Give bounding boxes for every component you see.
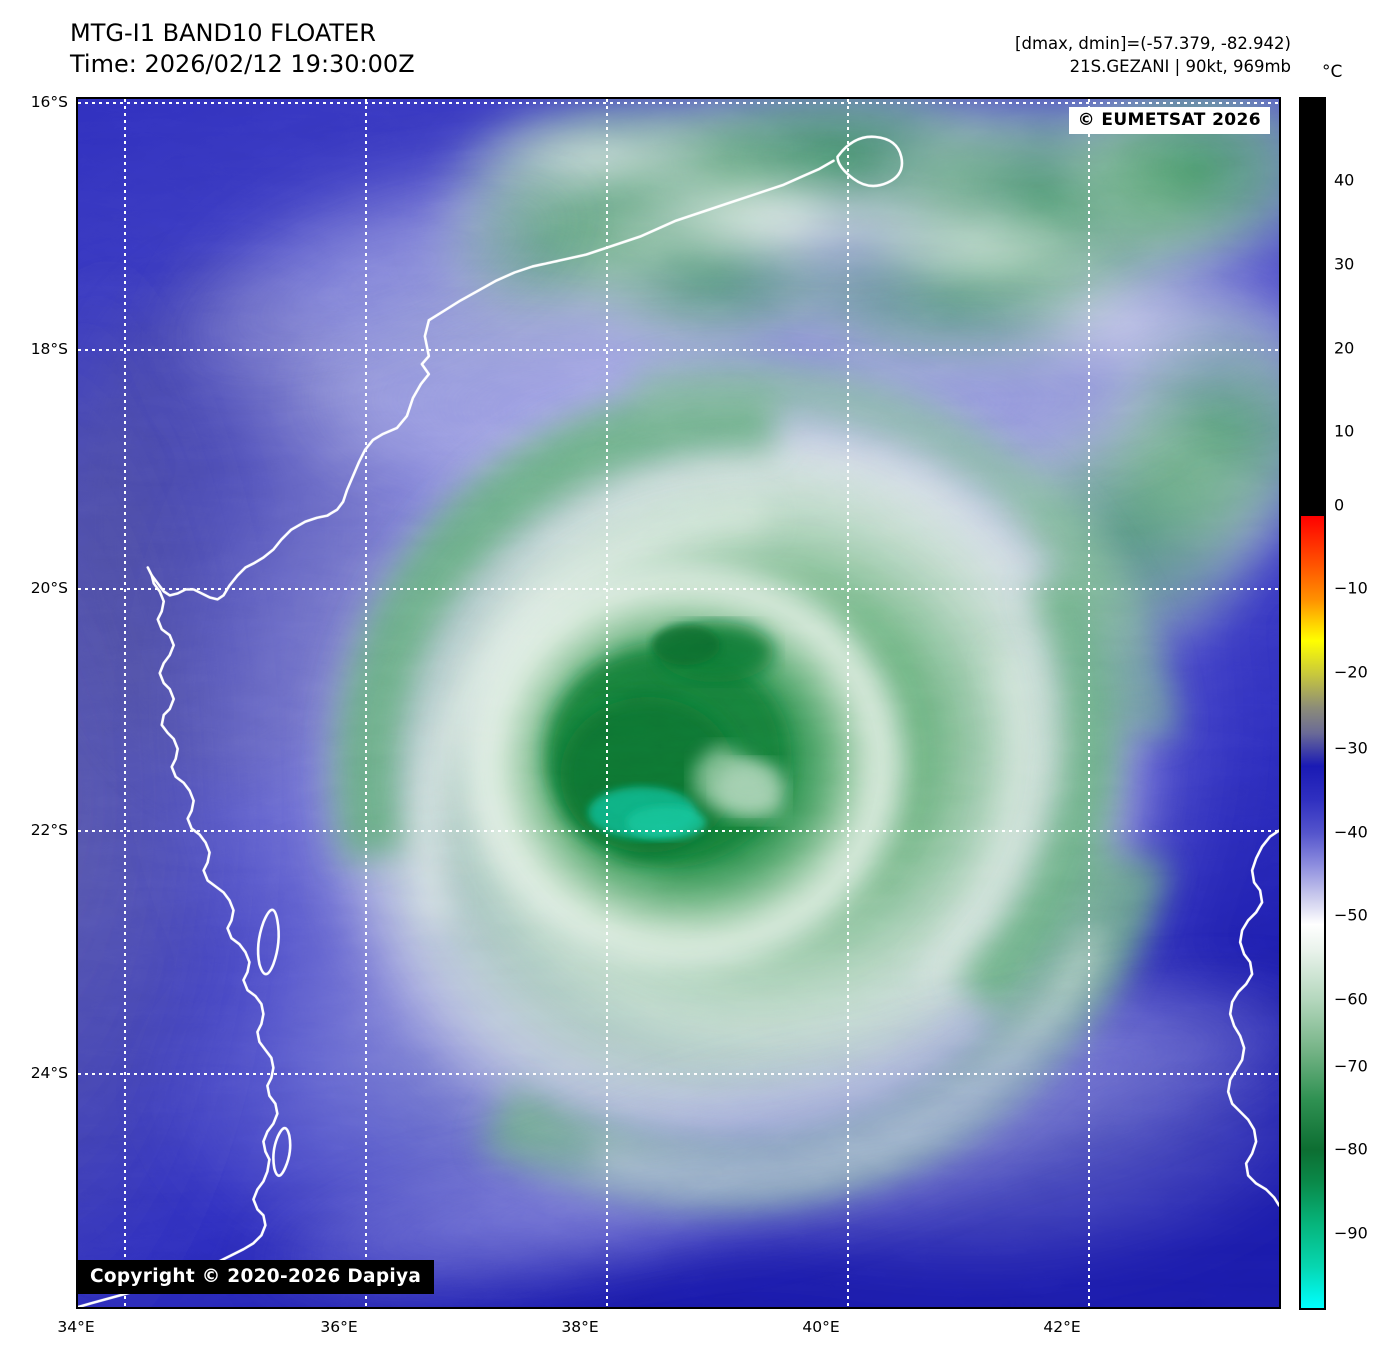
x-tick-label: 40°E bbox=[802, 1318, 840, 1336]
colorbar-tick-label: 40 bbox=[1334, 170, 1355, 190]
x-tick-label: 34°E bbox=[57, 1318, 95, 1336]
page-title: MTG-I1 BAND10 FLOATER bbox=[70, 19, 376, 47]
colorbar-tick-label: 10 bbox=[1334, 421, 1355, 441]
colorbar-gradient bbox=[1301, 99, 1324, 1308]
satellite-imagery bbox=[78, 99, 1279, 1307]
colorbar-tick-label: 20 bbox=[1334, 338, 1355, 358]
timestamp-label: Time: 2026/02/12 19:30:00Z bbox=[70, 50, 415, 78]
colorbar-tick-label: 0 bbox=[1334, 495, 1345, 515]
colorbar-tick-label: −10 bbox=[1334, 578, 1368, 598]
colorbar-tick-label: −30 bbox=[1334, 738, 1368, 758]
colorbar-tick-label: −60 bbox=[1334, 989, 1368, 1009]
satellite-image-plot[interactable]: © EUMETSAT 2026 Copyright © 2020-2026 Da… bbox=[76, 97, 1281, 1309]
colorbar-tick-label: −90 bbox=[1334, 1223, 1368, 1243]
title-block: MTG-I1 BAND10 FLOATER Time: 2026/02/12 1… bbox=[70, 18, 415, 80]
dmax-dmin-label: [dmax, dmin]=(-57.379, -82.942) bbox=[1015, 34, 1291, 53]
x-tick-label: 36°E bbox=[320, 1318, 358, 1336]
colorbar-tick-label: −20 bbox=[1334, 662, 1368, 682]
metadata-block: [dmax, dmin]=(-57.379, -82.942) 21S.GEZA… bbox=[1015, 32, 1291, 78]
storm-info-label: 21S.GEZANI | 90kt, 969mb bbox=[1069, 57, 1291, 76]
x-tick-label: 42°E bbox=[1043, 1318, 1081, 1336]
colorbar-tick-label: −50 bbox=[1334, 905, 1368, 925]
colorbar-tick-label: −70 bbox=[1334, 1056, 1368, 1076]
colorbar[interactable] bbox=[1299, 97, 1326, 1310]
eumetsat-copyright-badge: © EUMETSAT 2026 bbox=[1068, 107, 1270, 134]
colorbar-unit-label: °C bbox=[1322, 62, 1343, 82]
colorbar-tick-label: −80 bbox=[1334, 1139, 1368, 1159]
colorbar-tick-label: 30 bbox=[1334, 254, 1355, 274]
dapiya-copyright-badge: Copyright © 2020-2026 Dapiya bbox=[78, 1260, 435, 1294]
x-tick-label: 38°E bbox=[561, 1318, 599, 1336]
colorbar-tick-label: −40 bbox=[1334, 822, 1368, 842]
